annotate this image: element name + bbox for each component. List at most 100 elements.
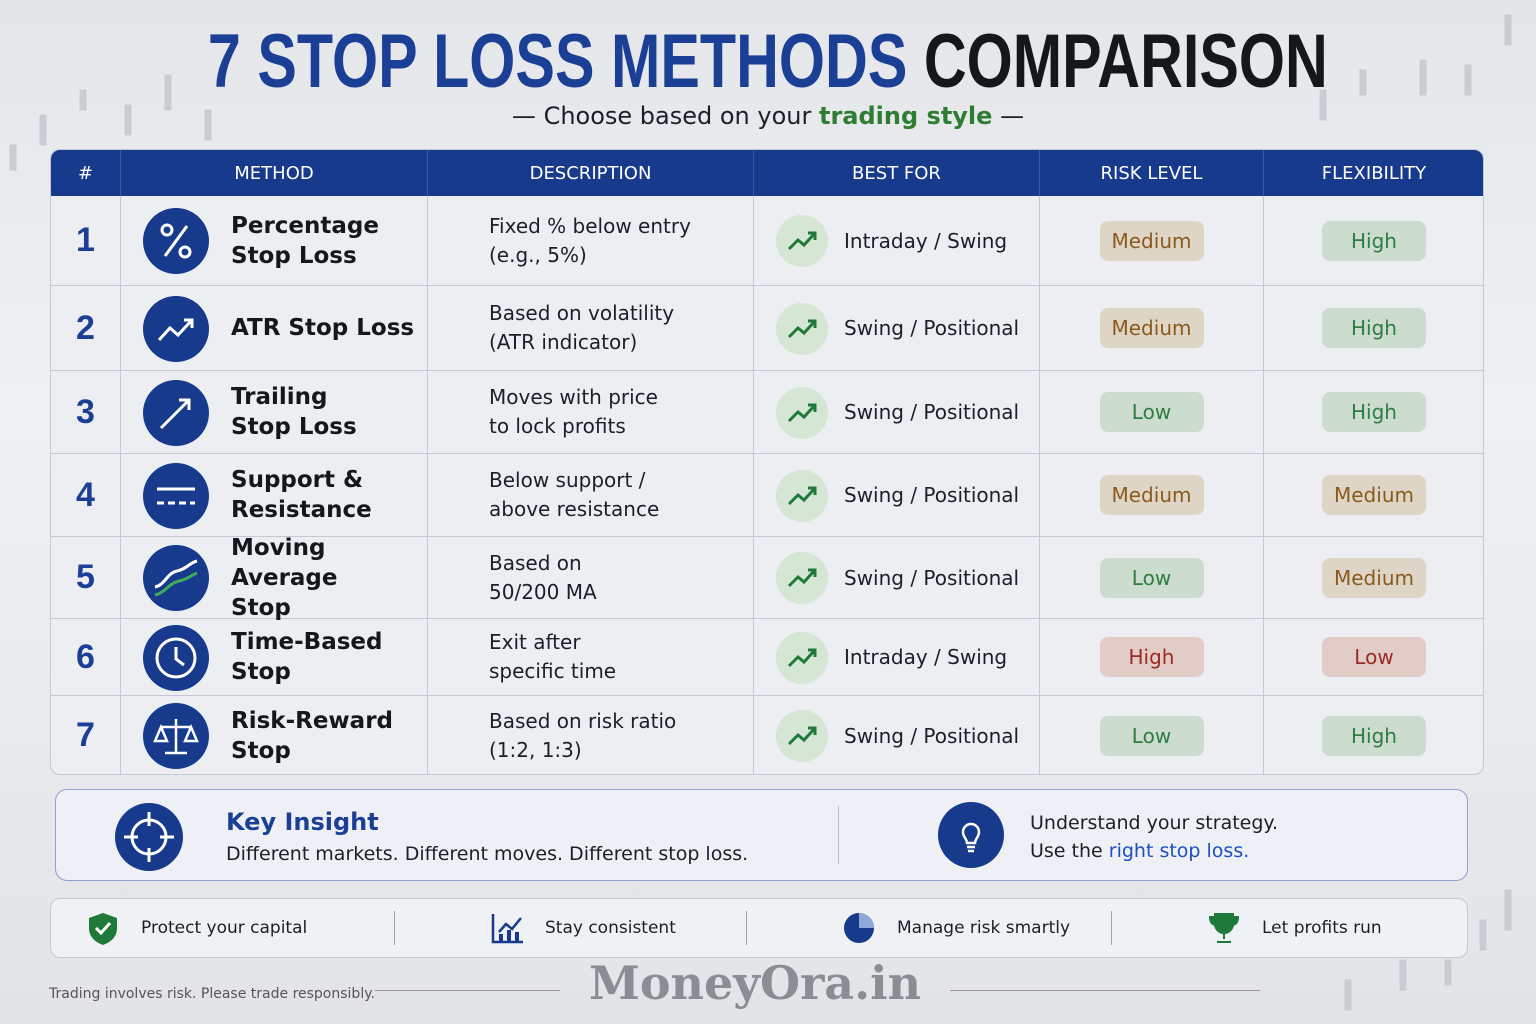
- risk-badge: Low: [1099, 392, 1204, 432]
- flexibility-badge: Medium: [1322, 557, 1426, 598]
- risk-cell: Low: [1040, 537, 1264, 619]
- insight-title: Key Insight: [226, 808, 379, 836]
- description: Moves with price to lock profits: [489, 383, 658, 441]
- benefit-icon: [489, 910, 525, 950]
- method-cell: Trailing Stop Loss: [121, 371, 428, 454]
- method-name: Time-Based Stop: [231, 627, 383, 687]
- best-for-cell: Swing / Positional: [754, 537, 1040, 619]
- method-line: Trailing: [231, 384, 328, 410]
- title-accent: COMPARISON: [923, 19, 1328, 104]
- method-line: Stop: [231, 659, 291, 685]
- best-for: Intraday / Swing: [844, 228, 1008, 253]
- benefit-text: Protect your capital: [141, 918, 308, 938]
- description-cell: Below support / above resistance: [428, 454, 754, 537]
- trend-icon: [776, 386, 828, 443]
- row-number: 7: [76, 716, 95, 754]
- flexibility-badge: High: [1322, 308, 1426, 348]
- method-icon: [143, 462, 209, 533]
- trend-icon-svg: [776, 710, 828, 762]
- description-line: (1:2, 1:3): [489, 737, 582, 762]
- method-icon-svg: [143, 703, 209, 769]
- column-header: #: [51, 150, 121, 196]
- benefit-icon: [1206, 910, 1242, 950]
- flexibility-cell: High: [1264, 196, 1483, 286]
- description-line: Based on volatility: [489, 301, 675, 325]
- method-name: Trailing Stop Loss: [231, 382, 357, 442]
- subtitle-text: Choose based on your: [543, 102, 812, 130]
- best-for-cell: Intraday / Swing: [754, 196, 1040, 286]
- number-cell: 2: [51, 286, 121, 371]
- row-number: 1: [76, 221, 95, 259]
- risk-badge: Medium: [1099, 308, 1204, 348]
- method-line: Moving Average: [231, 534, 338, 591]
- risk-badge: Medium: [1099, 475, 1204, 515]
- comparison-table: # METHOD DESCRIPTION BEST FOR RISK LEVEL FLEX…: [50, 149, 1484, 775]
- description: Based on 50/200 MA: [489, 549, 597, 607]
- target-icon: [115, 803, 183, 871]
- trend-icon: [776, 469, 828, 526]
- rule-left: [375, 990, 560, 991]
- row-number: 6: [76, 637, 95, 676]
- number-cell: 1: [51, 196, 121, 286]
- method-line: Stop: [231, 594, 291, 621]
- description-cell: Based on risk ratio (1:2, 1:3): [428, 696, 754, 774]
- flexibility-cell: Low: [1264, 619, 1483, 696]
- flexibility-badge: High: [1322, 715, 1426, 756]
- insight-line1: Understand your strategy.: [1030, 812, 1278, 834]
- method-cell: Support & Resistance: [121, 454, 428, 537]
- trend-icon: [776, 302, 828, 359]
- disclaimer: Trading involves risk. Please trade resp…: [49, 986, 375, 1002]
- divider: [838, 806, 839, 864]
- description-line: 50/200 MA: [489, 579, 597, 604]
- row-number: 2: [76, 308, 95, 347]
- benefit-divider: [746, 911, 747, 945]
- trend-icon-svg: [776, 386, 828, 439]
- table-header: # METHOD DESCRIPTION BEST FOR RISK LEVEL FLEX…: [51, 150, 1483, 196]
- best-for-cell: Intraday / Swing: [754, 619, 1040, 696]
- best-for-cell: Swing / Positional: [754, 286, 1040, 371]
- method-name: Support & Resistance: [231, 465, 372, 525]
- method-icon: [143, 295, 209, 366]
- row-number: 5: [76, 558, 95, 596]
- description-cell: Exit after specific time: [428, 619, 754, 696]
- risk-cell: Low: [1040, 696, 1264, 774]
- description: Fixed % below entry (e.g., 5%): [489, 212, 691, 270]
- description-cell: Moves with price to lock profits: [428, 371, 754, 454]
- column-header: RISK LEVEL: [1040, 150, 1264, 196]
- column-header: FLEXIBILITY: [1264, 150, 1483, 196]
- insight-link: right stop loss.: [1108, 840, 1250, 862]
- risk-badge: Medium: [1099, 220, 1204, 261]
- method-cell: ATR Stop Loss: [121, 286, 428, 371]
- trend-icon: [776, 710, 828, 766]
- description-cell: Fixed % below entry (e.g., 5%): [428, 196, 754, 286]
- description: Below support / above resistance: [489, 466, 659, 524]
- method-icon: [143, 379, 209, 450]
- flexibility-cell: High: [1264, 371, 1483, 454]
- flexibility-cell: High: [1264, 696, 1483, 774]
- method-name: Moving Average Stop: [231, 533, 427, 623]
- flexibility-badge: High: [1322, 392, 1426, 432]
- method-icon: [143, 545, 209, 615]
- risk-cell: Low: [1040, 371, 1264, 454]
- best-for: Swing / Positional: [844, 483, 1020, 507]
- subtitle: — Choose based on your trading style —: [511, 102, 1025, 130]
- best-for: Swing / Positional: [844, 316, 1020, 340]
- description-cell: Based on volatility (ATR indicator): [428, 286, 754, 371]
- description-cell: Based on 50/200 MA: [428, 537, 754, 619]
- number-cell: 3: [51, 371, 121, 454]
- best-for: Intraday / Swing: [844, 645, 1008, 669]
- method-icon: [143, 624, 209, 695]
- description-line: Moves with price: [489, 385, 658, 409]
- method-cell: Moving Average Stop: [121, 535, 428, 621]
- brand: MoneyOra.in: [588, 956, 922, 1010]
- description-line: specific time: [489, 659, 617, 683]
- benefit-text: Manage risk smartly: [897, 918, 1071, 938]
- method-icon: [143, 208, 209, 278]
- method-line: Resistance: [231, 497, 372, 523]
- trend-icon: [776, 552, 828, 608]
- description-line: Based on: [489, 550, 582, 575]
- best-for: Swing / Positional: [844, 565, 1020, 590]
- method-icon-svg: [143, 208, 209, 274]
